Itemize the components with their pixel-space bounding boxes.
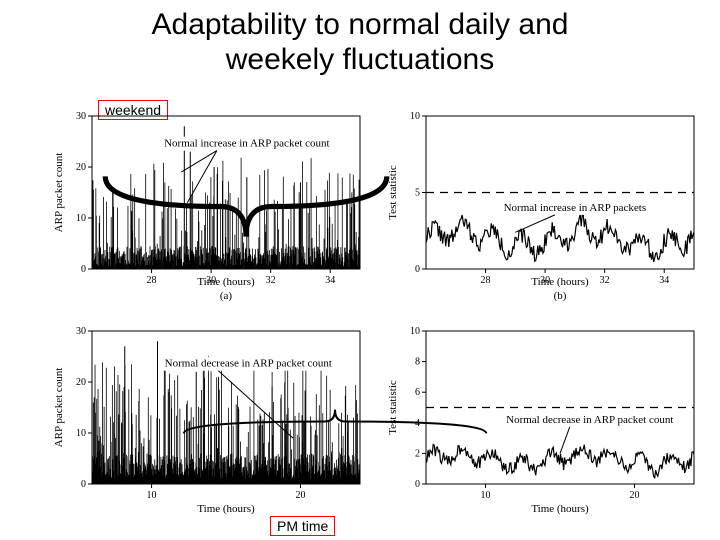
svg-text:28: 28 [481, 275, 491, 286]
svg-text:30: 30 [76, 111, 86, 122]
svg-text:30: 30 [76, 326, 86, 337]
svg-text:ARP packet count: ARP packet count [53, 153, 65, 233]
svg-text:10: 10 [410, 326, 420, 337]
svg-text:Test statistic: Test statistic [387, 165, 399, 220]
slide-title: Adaptability to normal daily and weekely… [0, 8, 720, 77]
figure-grid: weekend 283032340102030Time (hours)ARP p… [50, 110, 700, 518]
svg-text:2: 2 [415, 448, 420, 459]
svg-text:32: 32 [266, 275, 276, 286]
svg-text:0: 0 [81, 264, 86, 275]
panel-c: PM time 10200102030Time (hours)ARP packe… [50, 325, 366, 518]
svg-text:10: 10 [481, 490, 491, 501]
svg-text:28: 28 [147, 275, 157, 286]
svg-text:ARP packet count: ARP packet count [53, 368, 65, 448]
svg-text:10: 10 [147, 490, 157, 501]
pm-time-annotation: PM time [270, 516, 335, 536]
svg-text:Time (hours): Time (hours) [197, 276, 255, 288]
title-line-1: Adaptability to normal daily and [152, 8, 569, 41]
svg-text:20: 20 [629, 490, 639, 501]
svg-text:6: 6 [415, 387, 420, 398]
panel-a: weekend 283032340102030Time (hours)ARP p… [50, 110, 366, 303]
svg-text:20: 20 [295, 490, 305, 501]
svg-text:4: 4 [415, 418, 420, 429]
svg-text:10: 10 [76, 428, 86, 439]
svg-text:5: 5 [415, 188, 420, 199]
svg-text:Normal increase in ARP packets: Normal increase in ARP packets [504, 202, 647, 214]
svg-text:8: 8 [415, 357, 420, 368]
svg-text:Time (hours): Time (hours) [197, 503, 255, 515]
svg-text:0: 0 [415, 479, 420, 490]
svg-text:10: 10 [410, 111, 420, 122]
svg-text:Normal increase in ARP packet: Normal increase in ARP packet count [164, 138, 329, 150]
svg-text:Test statistic: Test statistic [387, 380, 399, 435]
svg-text:Normal decrease in ARP packet: Normal decrease in ARP packet count [165, 358, 332, 370]
title-line-2: weekely fluctuations [226, 43, 494, 76]
svg-text:Time (hours): Time (hours) [531, 503, 589, 515]
svg-text:Normal decrease in ARP packet: Normal decrease in ARP packet count [506, 414, 673, 426]
svg-text:0: 0 [415, 264, 420, 275]
svg-text:20: 20 [76, 377, 86, 388]
panel-d: 10 20 0 2 4 6 8 10 Time (hours) Test statistic Nor… [384, 325, 700, 518]
svg-text:Time (hours): Time (hours) [531, 276, 589, 288]
svg-text:20: 20 [76, 162, 86, 173]
svg-text:0: 0 [81, 479, 86, 490]
svg-text:34: 34 [659, 275, 669, 286]
svg-text:10: 10 [76, 213, 86, 224]
svg-text:34: 34 [325, 275, 335, 286]
svg-text:(a): (a) [220, 290, 233, 302]
svg-text:32: 32 [600, 275, 610, 286]
panel-b: 283032340510Time (hours)Test statistic(b… [384, 110, 700, 303]
svg-text:(b): (b) [554, 290, 567, 302]
